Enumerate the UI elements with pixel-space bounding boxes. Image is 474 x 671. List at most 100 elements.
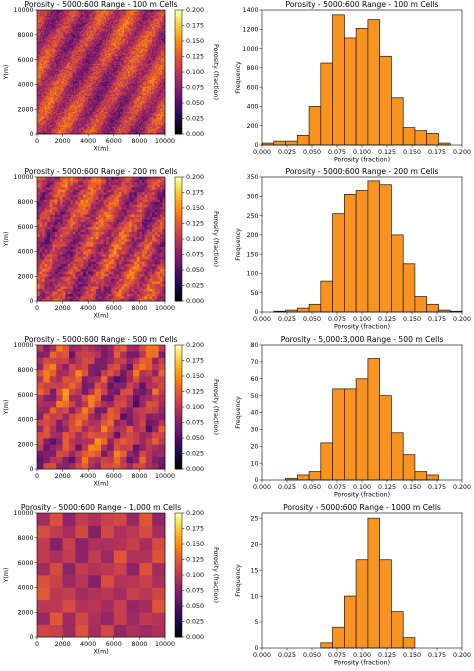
- heatmap-cell: [56, 88, 58, 90]
- heatmap-cell: [48, 127, 51, 130]
- heatmap-cell: [57, 90, 60, 93]
- heatmap-cell: [88, 93, 90, 95]
- heatmap-cell: [80, 73, 83, 75]
- heatmap-cell: [70, 104, 72, 106]
- heatmap-cell: [61, 79, 63, 82]
- heatmap-cell: [76, 99, 79, 101]
- heatmap-cell: [61, 27, 63, 29]
- heatmap-cell: [89, 109, 92, 111]
- heatmap-cell: [67, 37, 70, 39]
- heatmap-cell: [74, 32, 76, 34]
- heatmap-cell: [99, 115, 102, 117]
- heatmap-cell: [72, 24, 75, 27]
- heatmap-cell: [54, 127, 57, 130]
- heatmap-cell: [40, 67, 43, 69]
- heatmap-cell: [62, 81, 65, 84]
- heatmap-cell: [84, 110, 86, 113]
- heatmap-cell: [76, 52, 79, 54]
- heatmap-cell: [65, 129, 67, 131]
- heatmap-cell: [84, 42, 86, 44]
- heatmap-cell: [95, 17, 98, 20]
- heatmap-cell: [51, 90, 53, 93]
- heatmap-cell: [60, 84, 62, 86]
- heatmap-cell: [90, 74, 93, 77]
- heatmap-cell: [89, 86, 92, 89]
- heatmap-cell: [49, 12, 52, 15]
- heatmap-cell: [94, 124, 97, 126]
- heatmap-cell: [83, 111, 85, 114]
- heatmap-cell: [95, 37, 98, 39]
- heatmap-cell: [57, 64, 60, 67]
- heatmap-cell: [49, 47, 52, 49]
- heatmap-cell: [69, 11, 71, 13]
- heatmap-cell: [54, 106, 57, 109]
- heatmap-cell: [70, 31, 72, 33]
- heatmap-cell: [86, 107, 89, 110]
- heatmap-cell: [52, 75, 54, 78]
- heatmap-cell: [62, 131, 65, 134]
- heatmap-cell: [98, 18, 101, 21]
- heatmap-cell: [71, 62, 74, 64]
- heatmap-cell: [72, 131, 75, 134]
- heatmap-cell: [57, 60, 60, 63]
- heatmap-cell: [75, 39, 78, 42]
- heatmap-cell: [48, 109, 51, 111]
- heatmap-cell: [74, 63, 76, 65]
- heatmap-cell: [97, 75, 99, 78]
- heatmap-cell: [39, 122, 42, 125]
- heatmap-cell: [38, 94, 40, 96]
- heatmap-cell: [69, 75, 71, 78]
- heatmap-cell: [72, 10, 75, 12]
- heatmap-cell: [61, 29, 63, 32]
- heatmap-cell: [43, 44, 46, 47]
- heatmap-cell: [93, 13, 95, 16]
- heatmap-cell: [99, 107, 102, 110]
- heatmap-cell: [72, 28, 75, 31]
- heatmap-cell: [98, 81, 101, 84]
- heatmap-cell: [52, 37, 54, 39]
- heatmap-cell: [40, 114, 43, 116]
- heatmap-cell: [39, 28, 42, 31]
- heatmap-cell: [47, 13, 49, 16]
- heatmap-cell: [61, 33, 63, 36]
- heatmap-cell: [84, 80, 86, 83]
- heatmap-cell: [89, 84, 92, 86]
- heatmap-cell: [40, 42, 43, 44]
- heatmap-cell: [97, 60, 99, 63]
- heatmap-cell: [63, 72, 66, 74]
- heatmap-cell: [66, 127, 69, 130]
- heatmap-cell: [37, 93, 39, 95]
- heatmap-cell: [79, 85, 81, 88]
- heatmap-cell: [71, 126, 74, 129]
- heatmap-cell: [93, 65, 95, 68]
- heatmap-cell: [57, 52, 60, 54]
- heatmap-cell: [42, 41, 44, 43]
- heatmap-cell: [88, 14, 90, 17]
- heatmap-cell: [89, 11, 92, 13]
- heatmap-cell: [90, 36, 93, 38]
- heatmap-cell: [51, 93, 53, 95]
- heatmap-cell: [72, 101, 75, 104]
- heatmap-cell: [48, 67, 51, 69]
- heatmap-cell: [72, 116, 75, 119]
- heatmap-cell: [51, 75, 53, 78]
- heatmap-cell: [48, 107, 51, 110]
- heatmap-cell: [90, 104, 93, 106]
- heatmap-cell: [65, 28, 67, 31]
- heatmap-cell: [60, 42, 62, 44]
- heatmap-cell: [54, 18, 57, 21]
- heatmap-cell: [99, 55, 102, 58]
- heatmap-cell: [65, 26, 67, 28]
- heatmap-cell: [97, 49, 99, 52]
- heatmap-cell: [58, 49, 61, 52]
- heatmap-cell: [67, 45, 70, 48]
- heatmap-cell: [84, 58, 86, 60]
- heatmap-cell: [40, 62, 43, 64]
- heatmap-cell: [97, 90, 99, 93]
- heatmap-cell: [92, 45, 94, 48]
- heatmap-cell: [95, 41, 98, 43]
- heatmap-cell: [93, 45, 95, 48]
- heatmap-cell: [93, 14, 95, 17]
- heatmap-cell: [61, 116, 63, 119]
- heatmap-cell: [69, 129, 71, 131]
